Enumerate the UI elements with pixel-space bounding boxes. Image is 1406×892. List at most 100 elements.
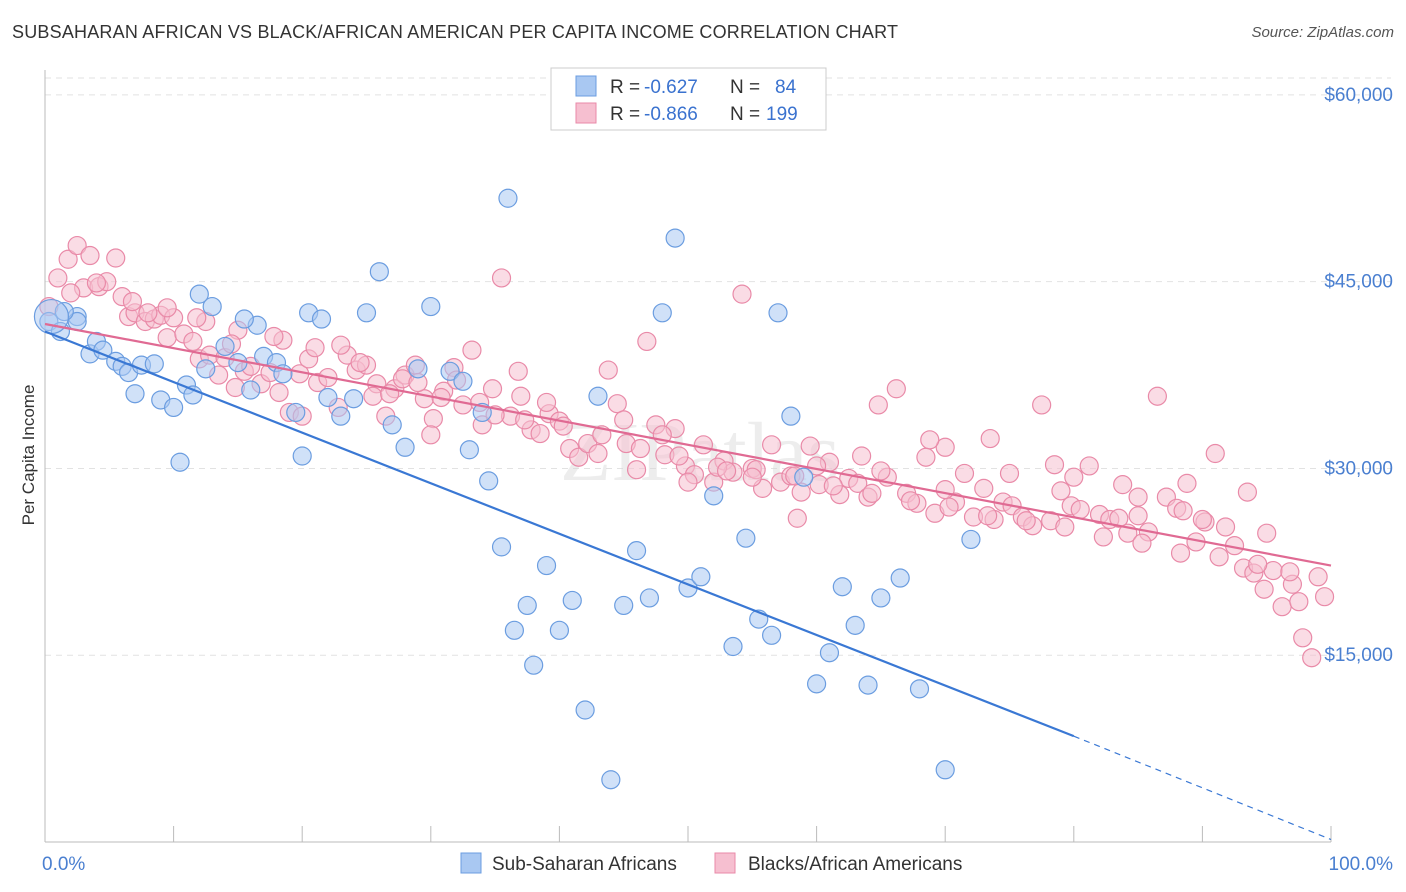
data-point xyxy=(614,410,634,430)
svg-text:84: 84 xyxy=(775,77,797,98)
data-point xyxy=(524,655,544,675)
data-point xyxy=(819,643,840,663)
data-point xyxy=(482,379,503,399)
data-point xyxy=(588,443,608,464)
chart-title: SUBSAHARAN AFRICAN VS BLACK/AFRICAN AMER… xyxy=(12,22,899,42)
y-axis-label: Per Capita Income xyxy=(19,385,38,526)
y-axis-ticks: $15,000 $30,000 $45,000 $60,000 xyxy=(1324,85,1393,666)
data-point xyxy=(787,508,807,528)
svg-text:N =: N = xyxy=(730,77,760,98)
data-point xyxy=(144,354,164,374)
data-point xyxy=(1215,517,1236,537)
data-point xyxy=(311,309,332,329)
data-point xyxy=(1308,567,1328,587)
data-point xyxy=(67,235,87,256)
data-point xyxy=(935,760,955,780)
x-axis-ticks: 0.0% 100.0% xyxy=(42,854,1393,875)
data-point xyxy=(845,615,865,635)
data-point xyxy=(1205,443,1225,464)
data-point xyxy=(1280,562,1300,582)
data-point xyxy=(768,303,788,323)
data-point xyxy=(453,371,473,391)
data-point xyxy=(978,506,998,526)
data-point xyxy=(1192,509,1213,530)
data-point xyxy=(122,292,143,312)
data-point xyxy=(106,248,126,268)
data-point xyxy=(794,467,814,487)
data-point xyxy=(1016,511,1036,531)
data-point xyxy=(157,328,177,348)
data-point xyxy=(453,395,473,415)
svg-text:199: 199 xyxy=(766,104,798,125)
data-point xyxy=(1314,587,1335,607)
data-point xyxy=(440,361,460,381)
data-point xyxy=(1289,592,1309,612)
data-point xyxy=(305,338,325,358)
data-point xyxy=(536,392,557,413)
data-point xyxy=(781,406,801,426)
data-point xyxy=(980,428,1000,449)
trend-line-sub-saharan xyxy=(44,330,1075,738)
data-point xyxy=(569,447,589,467)
data-point xyxy=(1132,533,1152,553)
data-point xyxy=(125,384,145,404)
data-point xyxy=(693,435,714,455)
trend-line-sub-saharan-extension xyxy=(1073,735,1332,841)
data-point xyxy=(1044,455,1065,475)
data-point xyxy=(1064,467,1084,487)
data-point xyxy=(732,284,752,304)
svg-text:-0.627: -0.627 xyxy=(644,77,698,98)
bottom-legend-swatch-blue xyxy=(460,852,482,874)
data-point xyxy=(761,625,782,645)
data-point xyxy=(462,340,482,360)
data-point xyxy=(508,361,528,381)
data-point xyxy=(86,273,107,293)
data-point xyxy=(1055,517,1075,537)
data-point xyxy=(639,588,660,608)
data-point xyxy=(575,700,595,720)
svg-text:R =: R = xyxy=(610,104,640,125)
data-point xyxy=(331,335,351,355)
y-tick-label: $60,000 xyxy=(1324,85,1393,106)
data-point xyxy=(157,298,177,318)
chart-source: Source: ZipAtlas.com xyxy=(1251,24,1394,41)
data-point xyxy=(806,674,827,694)
data-point xyxy=(408,359,428,379)
x-tick-label: 100.0% xyxy=(1329,854,1394,875)
axes xyxy=(44,70,1332,843)
bottom-legend: Sub-Saharan Africans Blacks/African Amer… xyxy=(460,852,962,875)
data-point xyxy=(1209,547,1229,567)
data-point xyxy=(202,296,222,317)
data-point xyxy=(848,473,868,493)
data-point xyxy=(421,425,441,445)
data-point xyxy=(331,406,351,426)
data-point xyxy=(414,389,434,409)
series-blacks-african-americans xyxy=(39,235,1335,668)
data-point xyxy=(241,380,261,400)
data-point xyxy=(626,460,647,480)
data-point xyxy=(48,268,68,288)
data-point xyxy=(652,303,672,323)
data-point xyxy=(292,446,312,466)
data-point xyxy=(1302,648,1322,668)
data-point xyxy=(935,437,955,457)
data-point xyxy=(356,303,377,323)
data-point xyxy=(935,480,955,500)
data-point xyxy=(164,397,184,418)
data-point xyxy=(823,476,843,496)
data-point xyxy=(421,296,441,317)
data-point xyxy=(491,537,512,557)
y-tick-label: $30,000 xyxy=(1324,458,1393,479)
data-point xyxy=(954,463,975,484)
data-point xyxy=(742,467,762,487)
data-point xyxy=(350,353,370,373)
data-point xyxy=(498,188,518,208)
data-point xyxy=(363,386,383,406)
data-point xyxy=(196,359,216,379)
data-point xyxy=(369,262,389,282)
data-point xyxy=(630,438,651,459)
data-point xyxy=(170,452,190,472)
data-point xyxy=(187,308,207,328)
data-point xyxy=(1079,456,1099,476)
